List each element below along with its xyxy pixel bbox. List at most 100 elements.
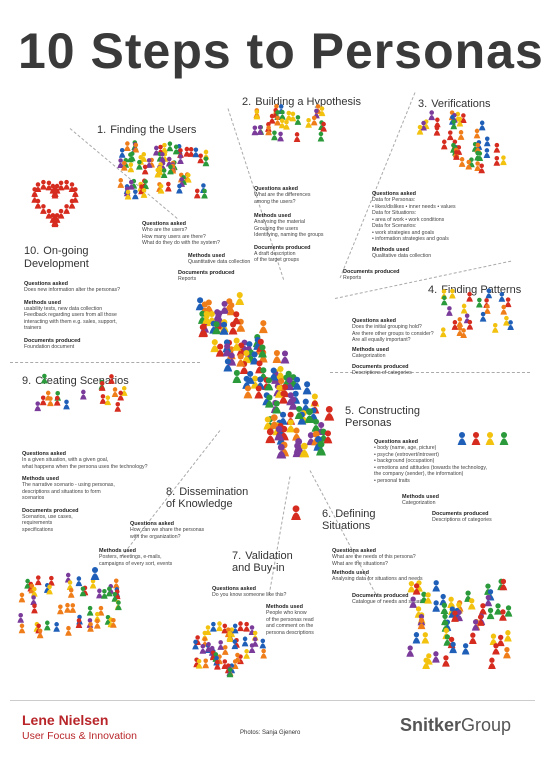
pawn-figure [202,156,210,167]
step-8: 8. Dissemination of Knowledge [166,486,248,510]
step-title: 7. Validation and Buy-in [232,550,293,575]
pawn-figure [114,401,122,412]
step-6-details: Questions asked What are the needs of th… [332,548,423,582]
pawn-figure [64,602,71,613]
pawn-figure [57,208,65,219]
pawn-figure [160,168,168,179]
pawn-figure [98,381,106,391]
pawn-figure [201,188,208,199]
step-3-details: Questions asked Data for Personas: • lik… [372,191,456,259]
pawn-figure [31,603,38,614]
pawn-figure [69,603,77,613]
pawn-figure [202,310,212,325]
pawn-figure [476,297,483,308]
pawn-figure [451,320,459,330]
pawn-figure [483,136,491,147]
pawn-figure [226,632,234,642]
pawn-figure [272,400,282,414]
pawn-figure [65,625,72,636]
pawn-figure [412,583,421,595]
pawn-figure [278,411,288,425]
footer-divider [10,700,535,701]
pawn-figure [86,605,94,616]
step-8-details: Questions asked How can we share the per… [130,521,205,540]
step-5: 5. Constructing Personas [345,405,420,429]
pawn-figure [195,658,203,669]
pawn-figure [493,156,501,166]
pawn-figure [424,592,432,604]
pawn-figure [39,395,47,406]
pawn-figure [51,188,59,199]
pawn-figure [166,141,174,152]
pawn-figure [217,640,224,650]
pawn-figure [317,131,325,142]
step-5-details: Questions asked • body (name, age, pictu… [374,439,488,484]
pawn-figure [294,115,302,125]
pawn-figure [226,667,234,678]
pawn-figure [51,217,59,228]
pawn-figure [293,132,301,142]
pawn-figure [140,188,148,198]
pawn-figure [89,578,97,589]
pawn-figure [499,578,508,591]
step-2-details: Questions asked What are the differences… [254,186,324,263]
pawn-figure [142,179,149,190]
pawn-figure [232,369,242,383]
pawn-figure [486,607,495,620]
pawn-figure [127,162,135,173]
pawn-figure [460,303,468,314]
pawn-figure [265,394,274,408]
pawn-figure [446,306,453,316]
pawn-figure [104,395,112,406]
pawn-figure [265,428,276,444]
brand-logo: SnitkerGroup [400,715,512,735]
pawn-figure [478,120,486,131]
step-7-details: Questions asked Do you know someone like… [212,586,287,598]
pawn-figure [117,178,125,188]
pawn-figure [299,442,310,458]
step-title: 3. Verifications [418,98,491,110]
pawn-figure [499,609,507,621]
pawn-figure [302,381,312,395]
pawn-figure [154,167,162,178]
pawn-figure [197,310,207,324]
pawn-figure [36,628,44,639]
pawn-figure [67,587,75,598]
step-3-documents: Documents produced Reports [343,269,400,281]
pawn-figure [18,623,26,634]
pawn-figure [440,602,449,615]
pawn-figure [243,385,253,399]
step-1-documents: Documents produced Reports [178,270,235,282]
pawn-figure [458,157,466,167]
pawn-figure [251,125,259,136]
pawn-figure [177,154,184,165]
pawn-figure [276,443,287,459]
photo-credit: Photos: Sanja Gjenero [240,730,301,736]
pawn-figure [507,320,514,330]
pawn-figure [278,118,286,129]
pawn-figure [434,117,441,128]
pawn-figure [479,603,487,615]
pawn-figure [165,181,172,192]
pawn-figure [449,641,457,654]
pawn-figure [466,291,473,302]
pawn-figure [432,580,441,592]
pawn-figure [127,152,134,163]
pawn-figure [90,566,100,580]
step-3: 3. Verifications [418,98,491,110]
pawn-figure [453,150,460,160]
pawn-figure [456,317,464,327]
pawn-figure [235,292,245,306]
pawn-figure [478,163,485,174]
pawn-figure [172,144,180,155]
pawn-figure [451,610,459,622]
pawn-figure [210,621,217,632]
pawn-figure [324,405,335,421]
pawn-figure [120,160,128,171]
pawn-figure [274,115,281,126]
author-subtitle: User Focus & Innovation [22,730,137,742]
pawn-figure [292,376,302,390]
pawn-figure [46,584,53,595]
pawn-figure [277,131,284,142]
step-5-methods: Methods used Categorization [402,494,439,506]
